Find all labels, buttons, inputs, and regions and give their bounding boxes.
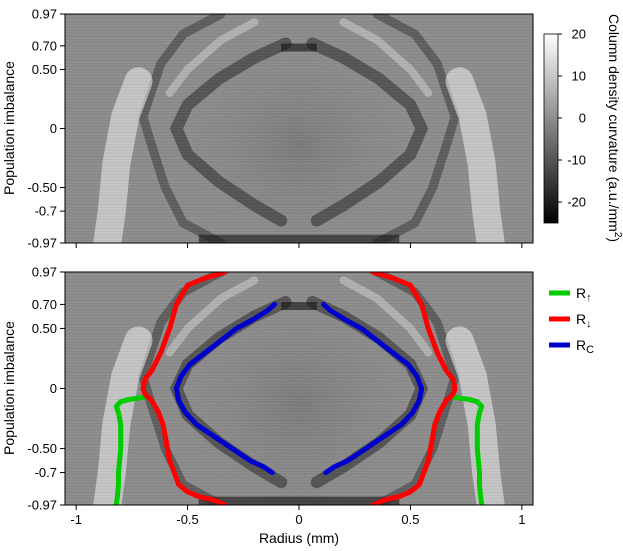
top-y-ticks: 0.97 0.70 0.50 0 -0.50 -0.7 -0.97 — [27, 7, 65, 251]
series-line-left-1 — [140, 272, 228, 505]
legend-entry-sub: ↑ — [586, 292, 592, 304]
y-tick-label: 0 — [50, 121, 57, 136]
series-line-right-1 — [370, 272, 458, 505]
y-tick-label: 0.50 — [32, 62, 57, 77]
top-heatmap-image — [65, 14, 533, 243]
x-tick-label: -1 — [70, 512, 82, 527]
legend-entry-sub: C — [586, 344, 594, 356]
series-line-left-2 — [173, 301, 277, 476]
top-y-axis-label: Population imbalance — [1, 61, 17, 195]
top-x-ticks — [75, 243, 523, 248]
colorbar-gradient — [543, 33, 559, 224]
legend-entry: R↓ — [576, 311, 592, 330]
legend-entry-main: R — [576, 311, 586, 327]
y-tick-label: 0.97 — [32, 265, 57, 280]
colorbar-tick-label: 10 — [572, 69, 586, 84]
legend-entry-sub: ↓ — [586, 318, 592, 330]
legend-entry: RC — [576, 337, 594, 356]
y-tick-label: -0.97 — [27, 498, 57, 513]
heatmap-noise-stripes — [65, 272, 533, 505]
series-line-right-2 — [321, 301, 425, 476]
top-heatmap-panel: 0.97 0.70 0.50 0 -0.50 -0.7 -0.97 Population i… — [1, 7, 534, 251]
bottom-heatmap-panel: 0.970.700.500-0.50-0.7-0.97 -1 -0.5 0 0.5 1 … — [1, 265, 534, 546]
bottom-heatmap-image — [65, 272, 533, 505]
x-tick-label: 1 — [518, 512, 525, 527]
y-tick-label: 0.70 — [32, 38, 57, 53]
colorbar-tick-label: -20 — [567, 195, 586, 210]
y-tick-label: -0.97 — [27, 236, 57, 251]
x-tick-label: -0.5 — [176, 512, 198, 527]
colorbar-tick-label: 20 — [572, 27, 586, 42]
y-tick-label: -0.50 — [27, 441, 57, 456]
x-axis-label: Radius (mm) — [259, 530, 339, 546]
bottom-y-axis-label: Population imbalance — [1, 321, 17, 455]
y-tick-label: -0.7 — [35, 465, 57, 480]
colorbar-label: Column density curvature (a.u./mm2) — [606, 14, 623, 242]
colorbar-tick-label: -10 — [567, 153, 586, 168]
colorbar-label-main: Column density curvature (a.u./mm — [606, 14, 622, 232]
heatmap-noise-stripes — [65, 14, 533, 243]
legend: R↑R↓RC — [549, 285, 594, 356]
x-tick-label: 0 — [295, 512, 302, 527]
radius-curves — [113, 272, 485, 505]
x-tick-label: 0.5 — [401, 512, 419, 527]
legend-entry-main: R — [576, 337, 586, 353]
y-tick-label: -0.50 — [27, 180, 57, 195]
colorbar-tick-label: 0 — [579, 111, 586, 126]
colorbar: 20 10 0 -10 -20 Column density curvature (a.… — [543, 14, 623, 242]
legend-entry: R↑ — [576, 285, 592, 304]
series-line-right-0 — [450, 394, 485, 505]
bottom-y-ticks: 0.97 0.70 0.50 0 -0.50 -0.7 -0.97 — [27, 265, 65, 513]
y-tick-label: 0.50 — [32, 321, 57, 336]
colorbar-label-close: ) — [606, 237, 622, 242]
series-line-left-0 — [113, 394, 148, 505]
y-tick-label: 0.70 — [32, 297, 57, 312]
colorbar-label-sup: 2 — [612, 232, 623, 238]
y-tick-label: -0.7 — [35, 204, 57, 219]
y-tick-label: 0.97 — [32, 7, 57, 22]
legend-entry-main: R — [576, 285, 586, 301]
y-tick-label: 0 — [50, 381, 57, 396]
bottom-x-ticks: -1 -0.5 0 0.5 1 — [70, 505, 525, 527]
colorbar-ticks: 20 10 0 -10 -20 — [558, 27, 586, 210]
